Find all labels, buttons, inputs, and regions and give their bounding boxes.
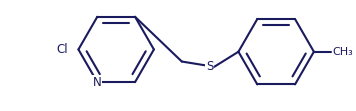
Text: Cl: Cl [56, 43, 68, 56]
Text: N: N [93, 76, 102, 89]
Text: S: S [206, 60, 214, 73]
Text: CH₃: CH₃ [333, 47, 354, 57]
